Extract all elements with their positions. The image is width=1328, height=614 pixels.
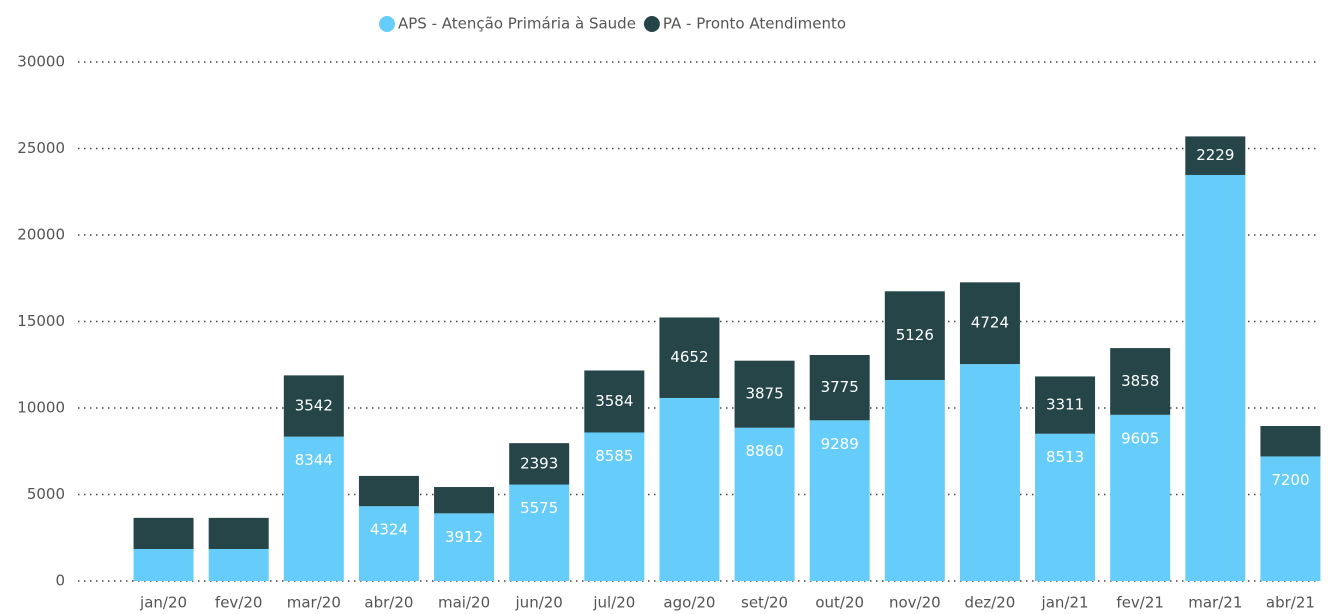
bar-segment: [959, 364, 1020, 581]
data-label: 4324: [370, 521, 408, 539]
y-tick-label: 5000: [27, 485, 65, 503]
bar-segment: [1185, 136, 1246, 175]
legend-marker: [379, 16, 395, 32]
bar-segment: [208, 517, 269, 549]
legend-marker: [643, 16, 660, 32]
x-tick-label: mai/20: [438, 594, 490, 612]
bar-segment: [659, 317, 720, 398]
bar-segment: [1110, 414, 1171, 581]
bar-segment: [884, 291, 945, 380]
data-label: 8585: [595, 447, 633, 465]
bar-segment: [434, 487, 495, 514]
bar-segment: [133, 517, 194, 549]
data-label: 9605: [1121, 429, 1159, 447]
bar-segment: [734, 427, 795, 581]
bar-segment: [358, 506, 419, 581]
data-label: 3311: [1046, 396, 1084, 414]
data-label: 7200: [1271, 471, 1309, 489]
x-tick-label: fev/20: [215, 594, 263, 612]
data-label: 3875: [745, 385, 783, 403]
data-label: 4652: [670, 348, 708, 366]
x-tick-label: jan/21: [1041, 594, 1089, 612]
bar-segment: [358, 475, 419, 507]
bar-segment: [283, 436, 344, 581]
y-tick-label: 20000: [17, 226, 65, 244]
legend-label: APS - Atenção Primária à Saude: [398, 15, 636, 33]
data-label: 2393: [520, 454, 558, 472]
bar-segment: [809, 354, 870, 421]
bar-segment: [584, 432, 645, 581]
x-tick-label: jun/20: [515, 594, 563, 612]
data-label: 4724: [971, 314, 1009, 332]
data-label: 8513: [1046, 448, 1084, 466]
x-tick-label: mar/21: [1188, 594, 1242, 612]
bar-segment: [509, 443, 570, 485]
y-tick-label: 15000: [17, 312, 65, 330]
bar-segment: [734, 360, 795, 428]
data-label: 8860: [745, 442, 783, 460]
data-label: 3775: [821, 378, 859, 396]
bar-segment: [1185, 174, 1246, 581]
bar-segment: [1035, 433, 1096, 581]
y-tick-label: 25000: [17, 139, 65, 157]
bar-segment: [434, 513, 495, 581]
bar-segment: [1035, 376, 1096, 434]
x-tick-label: abr/21: [1266, 594, 1315, 612]
y-tick-label: 30000: [17, 53, 65, 71]
y-tick-label: 0: [55, 572, 65, 590]
bar-segment: [509, 484, 570, 581]
x-tick-label: dez/20: [965, 594, 1016, 612]
bar-segment: [659, 397, 720, 581]
x-tick-label: nov/20: [889, 594, 941, 612]
data-label: 5575: [520, 499, 558, 517]
bar-segment: [1260, 456, 1321, 581]
bar-segment: [1260, 425, 1321, 457]
data-label: 2229: [1196, 146, 1234, 164]
bar-segment: [884, 379, 945, 581]
y-tick-label: 10000: [17, 399, 65, 417]
x-tick-label: mar/20: [287, 594, 341, 612]
data-label: 3912: [445, 528, 483, 546]
x-tick-label: fev/21: [1116, 594, 1164, 612]
data-label: 8344: [295, 451, 333, 469]
x-tick-label: out/20: [815, 594, 864, 612]
bar-segment: [133, 548, 194, 581]
x-tick-label: ago/20: [663, 594, 715, 612]
data-label: 9289: [821, 435, 859, 453]
data-label: 3858: [1121, 372, 1159, 390]
bar-segment: [208, 548, 269, 581]
data-label: 3542: [295, 397, 333, 415]
x-tick-label: abr/20: [364, 594, 413, 612]
data-label: 5126: [896, 326, 934, 344]
data-label: 3584: [595, 392, 633, 410]
bar-segment: [283, 375, 344, 437]
bar-segment: [1110, 348, 1171, 415]
x-tick-label: set/20: [741, 594, 788, 612]
bar-segment: [959, 282, 1020, 365]
bar-segment: [584, 370, 645, 433]
x-tick-label: jul/20: [592, 594, 635, 612]
legend-label: PA - Pronto Atendimento: [663, 15, 846, 33]
x-tick-label: jan/20: [139, 594, 187, 612]
bar-segment: [809, 420, 870, 581]
